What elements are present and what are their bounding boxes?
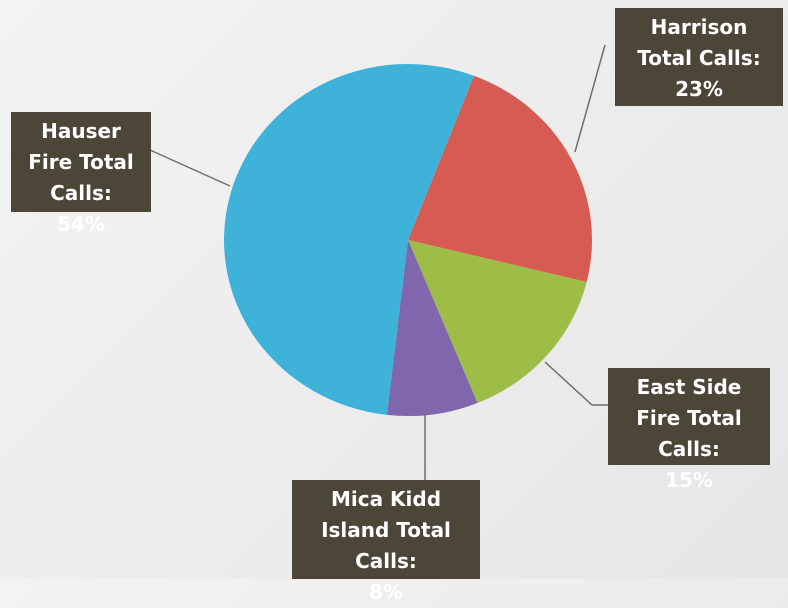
pie-slice	[386, 240, 478, 416]
page: Harrison Total Calls: 23% East Side Fire…	[0, 0, 788, 579]
category-label: Mica Kidd Island Total Calls:	[321, 487, 451, 573]
leader-line	[574, 44, 606, 153]
value-label: 8%	[369, 580, 403, 604]
chart	[149, 44, 610, 482]
label-box: Mica Kidd Island Total Calls: 8%	[292, 480, 480, 604]
category-label: East Side Fire Total Calls:	[636, 375, 742, 461]
pie-slice	[408, 75, 592, 282]
leader-line	[544, 361, 610, 406]
pie-slice	[408, 240, 587, 403]
label-box: East Side Fire Total Calls: 15%	[608, 368, 770, 492]
label-box: Hauser Fire Total Calls: 54%	[11, 112, 151, 236]
label-box: Harrison Total Calls: 23%	[615, 8, 783, 106]
value-label: 15%	[665, 468, 713, 492]
category-label: Hauser Fire Total Calls:	[28, 119, 134, 205]
value-label: 23%	[675, 77, 723, 101]
value-label: 54%	[57, 212, 105, 236]
category-label: Harrison Total Calls:	[637, 15, 761, 70]
pie-slice	[223, 64, 474, 415]
leader-line	[149, 149, 231, 187]
